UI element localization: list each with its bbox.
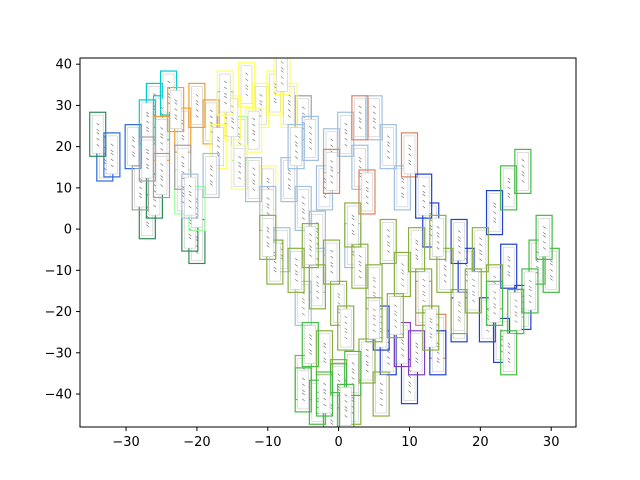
data-point-thumbnail — [138, 136, 156, 182]
chart-marks — [89, 58, 560, 427]
data-point-thumbnail — [337, 383, 355, 427]
data-point-thumbnail — [393, 321, 411, 368]
data-point-thumbnail — [358, 169, 376, 215]
data-point-thumbnail — [528, 239, 546, 285]
data-point-thumbnail — [393, 251, 411, 298]
data-point-thumbnail — [535, 214, 553, 260]
y-tick-label: −30 — [45, 346, 72, 361]
data-point-thumbnail — [379, 218, 397, 265]
data-point-thumbnail — [273, 58, 291, 96]
y-tick-label: 20 — [55, 140, 72, 155]
data-point-thumbnail — [237, 62, 256, 108]
data-point-thumbnail — [280, 157, 298, 203]
data-point-thumbnail — [245, 107, 263, 153]
data-point-thumbnail — [145, 173, 163, 219]
data-point-thumbnail — [131, 165, 149, 211]
x-tick-label: 0 — [334, 435, 342, 450]
data-point-thumbnail — [202, 99, 220, 145]
x-tick-label: −30 — [112, 435, 139, 450]
data-point-thumbnail — [301, 222, 319, 269]
data-point-thumbnail — [415, 173, 433, 219]
y-tick-label: −10 — [45, 264, 72, 279]
data-point-thumbnail — [89, 111, 107, 157]
data-point-thumbnail — [500, 165, 518, 211]
data-point-thumbnail — [266, 239, 284, 285]
x-axis: −30 −20 −10 0 10 20 30 — [112, 427, 559, 450]
data-point-thumbnail — [152, 152, 171, 199]
x-tick-label: −10 — [254, 435, 281, 450]
y-tick-label: 30 — [55, 99, 72, 114]
data-point-thumbnail — [287, 124, 305, 170]
data-point-thumbnail — [188, 82, 206, 129]
data-point-thumbnail — [485, 190, 504, 236]
data-point-thumbnail — [393, 165, 411, 211]
data-point-thumbnail — [344, 202, 362, 248]
data-point-thumbnail — [457, 247, 475, 293]
data-point-thumbnail — [521, 268, 539, 314]
data-point-thumbnail — [415, 268, 433, 314]
y-tick-label: 0 — [64, 223, 72, 238]
data-point-thumbnail — [372, 371, 390, 417]
data-point-thumbnail — [167, 86, 185, 133]
data-point-thumbnail — [337, 111, 355, 157]
y-tick-label: −40 — [45, 388, 72, 403]
data-point-thumbnail — [386, 293, 404, 339]
data-point-thumbnail — [429, 214, 447, 260]
data-point-thumbnail — [216, 70, 234, 116]
data-point-thumbnail — [294, 185, 312, 232]
data-point-thumbnail — [337, 305, 355, 351]
data-point-thumbnail — [245, 157, 263, 203]
data-point-thumbnail — [209, 124, 227, 170]
data-point-thumbnail — [287, 247, 305, 293]
data-point-thumbnail — [379, 330, 397, 376]
data-point-thumbnail — [400, 132, 419, 178]
data-point-thumbnail — [450, 288, 468, 335]
data-point-thumbnail — [138, 194, 156, 240]
data-point-thumbnail — [365, 297, 383, 343]
x-tick-label: 30 — [543, 435, 560, 450]
data-point-thumbnail — [542, 247, 560, 293]
data-point-thumbnail — [400, 359, 419, 405]
data-point-thumbnail — [436, 247, 454, 293]
y-tick-label: 10 — [55, 181, 72, 196]
data-point-thumbnail — [514, 148, 532, 194]
data-point-thumbnail — [379, 124, 397, 170]
data-point-thumbnail — [315, 371, 334, 417]
data-point-thumbnail — [500, 243, 518, 289]
data-point-thumbnail — [358, 338, 376, 384]
x-tick-label: 20 — [472, 435, 489, 450]
x-tick-label: −20 — [183, 435, 210, 450]
data-point-thumbnail — [471, 227, 489, 273]
y-axis: −40 −30 −20 −10 0 10 20 30 40 — [45, 58, 80, 403]
data-point-thumbnail — [422, 305, 440, 351]
data-point-thumbnail — [181, 173, 199, 219]
data-point-thumbnail — [301, 115, 319, 161]
data-point-thumbnail — [344, 350, 362, 397]
data-point-thumbnail — [259, 214, 277, 260]
y-tick-label: −20 — [45, 305, 72, 320]
axes-frame — [79, 57, 577, 428]
data-point-thumbnail — [301, 321, 319, 368]
data-point-thumbnail — [485, 280, 504, 326]
data-point-thumbnail — [103, 132, 121, 178]
data-point-thumbnail — [174, 144, 192, 190]
data-point-thumbnail — [294, 367, 312, 413]
x-tick-label: 10 — [401, 435, 418, 450]
data-point-thumbnail — [407, 330, 426, 376]
data-point-thumbnail — [230, 144, 249, 190]
data-point-thumbnail — [500, 330, 518, 376]
data-point-thumbnail — [464, 268, 482, 314]
data-point-thumbnail — [450, 218, 468, 265]
data-point-thumbnail — [365, 95, 383, 141]
data-point-thumbnail — [202, 152, 220, 199]
data-point-thumbnail — [429, 330, 447, 376]
data-point-thumbnail — [407, 227, 426, 273]
y-tick-label: 40 — [55, 58, 72, 73]
data-point-thumbnail — [322, 148, 341, 194]
data-point-thumbnail — [322, 239, 341, 285]
data-point-thumbnail — [351, 95, 369, 141]
